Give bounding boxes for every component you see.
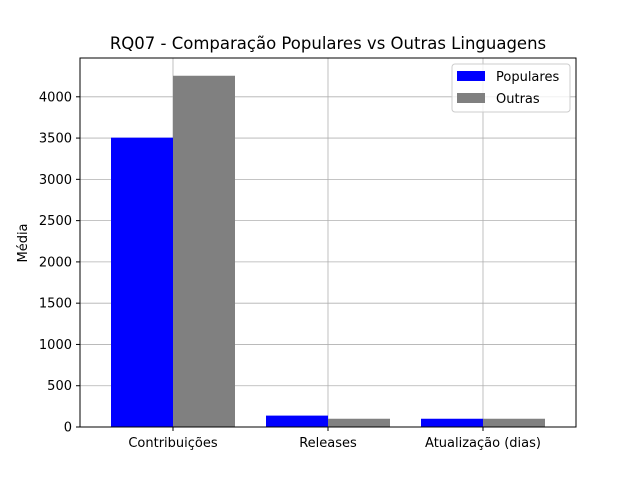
- legend-swatch-populares: [457, 71, 485, 81]
- x-tick-label: Releases: [299, 436, 357, 451]
- y-tick-label: 0: [64, 421, 72, 436]
- bar-populares-3: [421, 418, 483, 427]
- chart-title: RQ07 - Comparação Populares vs Outras Li…: [110, 34, 546, 53]
- legend-label-populares: Populares: [496, 70, 559, 85]
- y-axis-label: Média: [16, 223, 31, 262]
- y-tick-label: 2000: [39, 255, 72, 270]
- x-tick-label: Atualização (dias): [425, 436, 541, 451]
- y-tick-label: 1000: [39, 338, 72, 353]
- legend-swatch-outras: [457, 93, 485, 103]
- bar-outras-1: [173, 75, 235, 427]
- bar-outras-3: [483, 418, 545, 427]
- y-tick-label: 500: [47, 379, 72, 394]
- y-tick-label: 3000: [39, 173, 72, 188]
- y-tick-label: 1500: [39, 297, 72, 312]
- bars: [111, 75, 545, 427]
- y-tick-label: 2500: [39, 214, 72, 229]
- legend-label-outras: Outras: [496, 92, 540, 107]
- bar-populares-1: [111, 137, 173, 427]
- bar-populares-2: [266, 415, 328, 427]
- y-tick-label: 3500: [39, 132, 72, 147]
- legend: Populares Outras: [451, 63, 571, 113]
- x-tick-label: Contribuições: [128, 436, 218, 451]
- bar-outras-2: [328, 418, 390, 427]
- axes: 0 500 1000 1500 2000 2500 3000 3500 4000 Contribu…: [39, 57, 577, 451]
- y-tick-label: 4000: [39, 90, 72, 105]
